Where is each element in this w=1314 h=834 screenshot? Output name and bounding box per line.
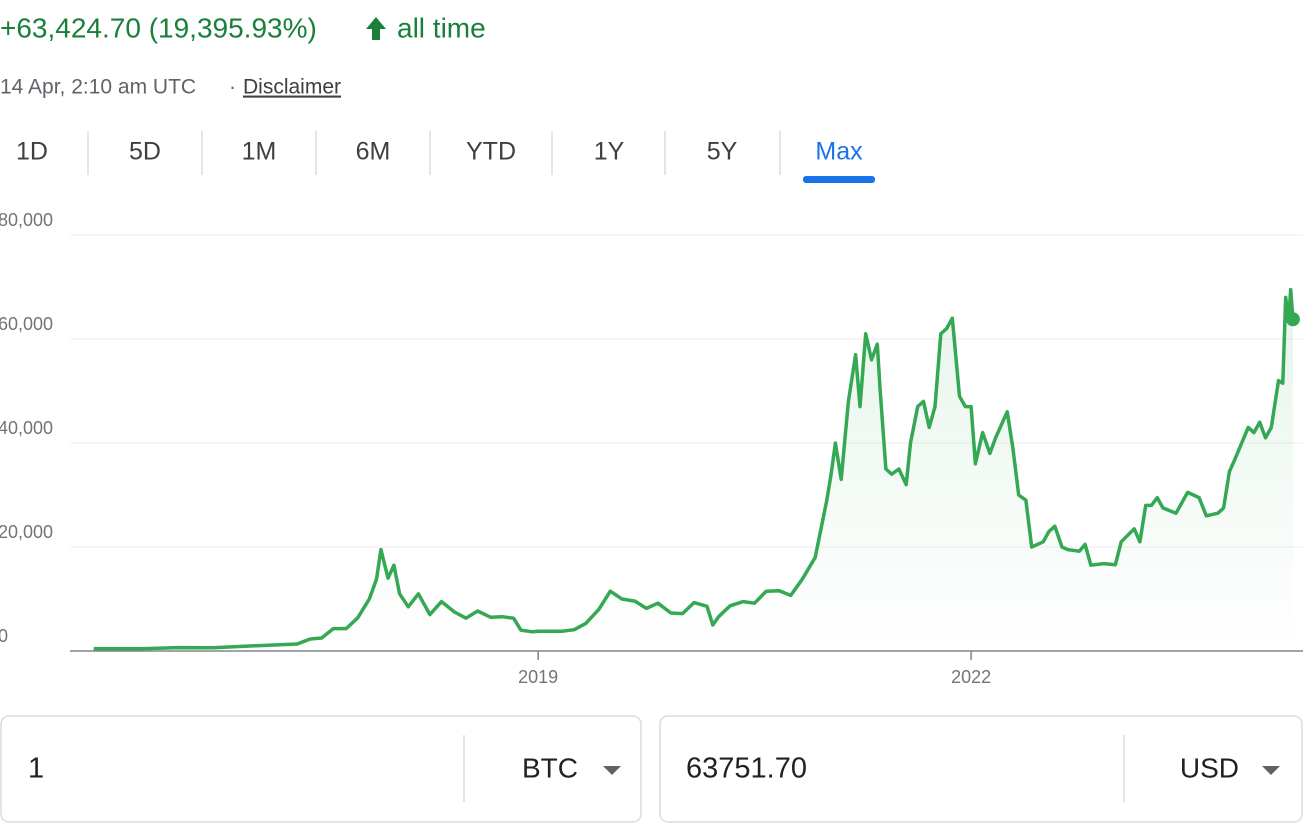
y-tick-label: 60,000 [0, 314, 53, 334]
to-box[interactable] [659, 715, 1303, 823]
disclaimer-link[interactable]: Disclaimer [243, 76, 341, 99]
range-tab[interactable]: YTD [466, 138, 516, 166]
tab-indicator [803, 176, 875, 183]
range-tab[interactable]: 5Y [707, 138, 738, 166]
from-currency[interactable]: BTC [522, 752, 578, 783]
y-tick-label: 20,000 [0, 522, 53, 542]
range-tab[interactable]: 6M [356, 138, 391, 166]
range-tab[interactable]: Max [815, 138, 863, 166]
range-tab[interactable]: 1D [16, 138, 48, 166]
price-line [93, 287, 1295, 651]
dropdown-arrow[interactable] [1262, 766, 1280, 775]
period: all time [397, 12, 486, 43]
up-arrow [366, 17, 386, 40]
range-tab[interactable]: 1Y [594, 138, 625, 166]
y-tick-label: 0 [0, 626, 8, 646]
x-tick-label: 2019 [518, 667, 558, 687]
to-amount[interactable]: 63751.70 [686, 753, 807, 785]
range-tab[interactable]: 5D [129, 138, 161, 166]
end-point [1285, 312, 1300, 327]
change: +63,424.70 (19,395.93%) [0, 12, 317, 43]
range-tabs: 1D 5D 1M 6M YTD 1Y 5Y Max [16, 131, 875, 183]
y-tick-label: 80,000 [0, 210, 53, 230]
area [93, 289, 1293, 651]
from-box[interactable] [0, 715, 642, 823]
dropdown-arrow[interactable] [603, 766, 621, 775]
separator: · [229, 76, 236, 99]
timestamp: 14 Apr, 2:10 am UTC [0, 76, 196, 99]
price-chart: 0 20,000 40,000 60,000 80,000 2019 2022 [0, 210, 1303, 687]
to-currency[interactable]: USD [1180, 752, 1239, 783]
x-tick-label: 2022 [951, 667, 991, 687]
range-tab[interactable]: 1M [242, 138, 277, 166]
y-tick-label: 40,000 [0, 418, 53, 438]
from-amount[interactable]: 1 [28, 753, 44, 785]
